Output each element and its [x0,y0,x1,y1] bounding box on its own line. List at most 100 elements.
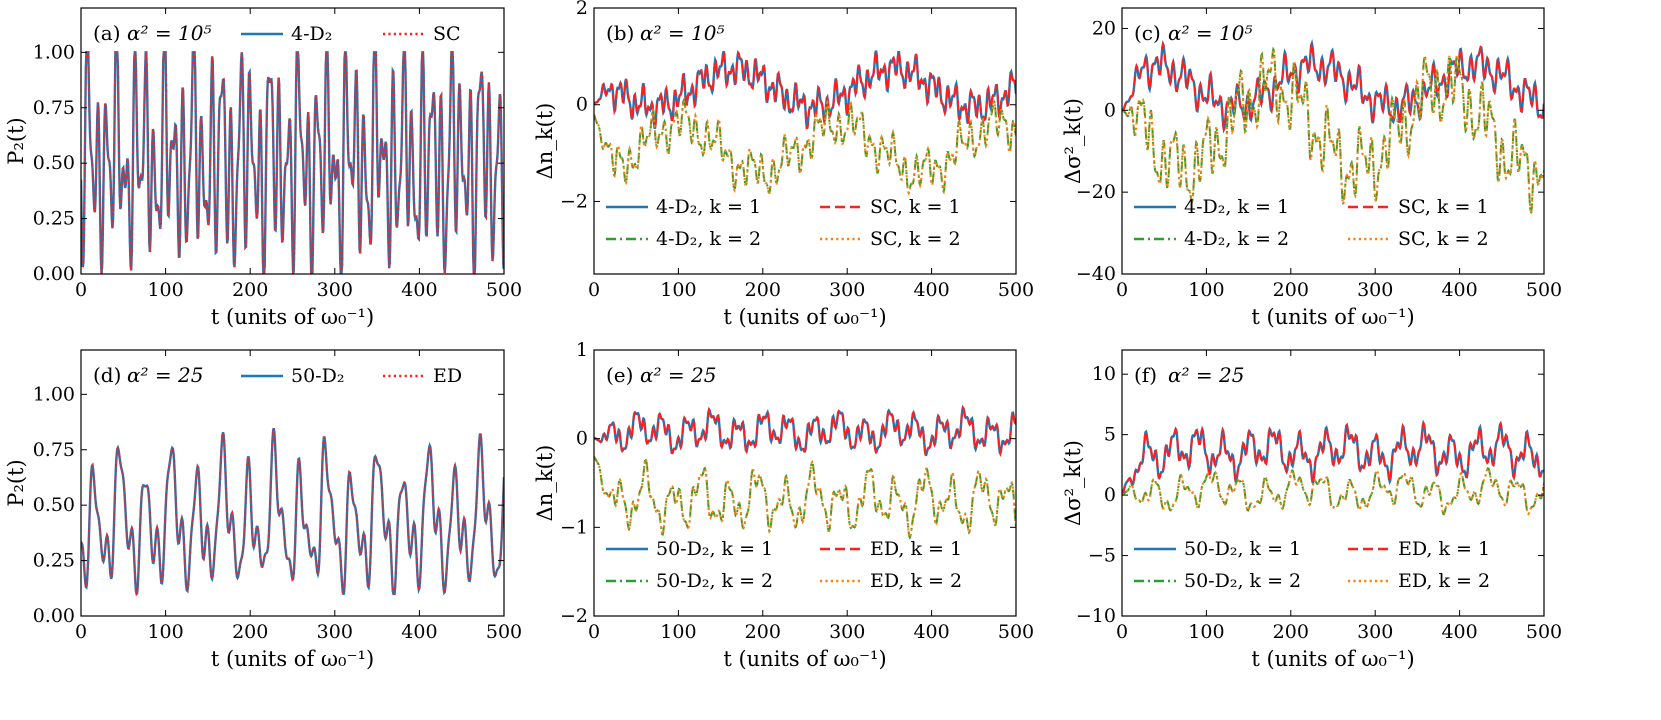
series-group [594,49,1016,196]
x-tick-label: 0 [588,621,600,643]
legend: 50-D₂, k = 1 ED, k = 1 50-D₂, k = 2 ED, k =… [1134,538,1490,592]
legend-entry: SC, k = 1 [870,196,961,218]
x-axis-label: t (units of ω₀⁻¹) [723,305,886,329]
series-line-4 [594,97,1016,196]
legend-entry: ED, k = 2 [870,570,962,592]
x-tick-label: 0 [588,279,600,301]
y-tick-label: 0 [576,428,588,450]
y-axis-label: Δn_k(t) [533,445,557,522]
x-tick-label: 500 [1526,279,1562,301]
legend: 4-D₂ SC [241,23,461,45]
y-tick-label: 1.00 [33,41,75,63]
panel-b: 0 100 200 300 400 500 −2 0 2 t (units of ω₀⁻¹) Δn_… [533,0,1034,329]
panel-label: (a) [93,21,121,45]
series-group [81,51,504,274]
y-tick-label: 5 [1104,424,1116,446]
series-line-2 [81,51,504,274]
series-group [1122,419,1544,516]
legend-entry: 50-D₂ [291,365,344,387]
panel-e: 0 100 200 300 400 500 −2 −1 0 1 t (units of ω₀⁻¹) Δ… [533,339,1034,671]
x-tick-label: 400 [401,279,437,301]
x-tick-label: 0 [1116,279,1128,301]
legend-entry: 50-D₂, k = 2 [656,570,773,592]
x-tick-label: 200 [1273,279,1309,301]
panel-a: 0 100 200 300 400 500 0.00 0.25 0.50 0.75 1.00 t (u… [4,7,522,329]
series-line-3 [594,455,1016,540]
series-group [1122,39,1544,217]
y-tick-label: 0 [576,94,588,116]
series-line-1 [81,427,504,597]
legend-entry: SC, k = 2 [870,228,961,250]
y-tick-label: −2 [560,605,588,627]
y-tick-label: 0.25 [33,550,75,572]
x-axis-label: t (units of ω₀⁻¹) [723,647,886,671]
x-tick-label: 400 [1441,621,1477,643]
y-axis-label: P₂(t) [4,117,28,164]
legend-entry: ED, k = 2 [1398,570,1490,592]
y-tick-label: −2 [560,190,588,212]
y-tick-label: 0.75 [33,439,75,461]
legend-entry: 4-D₂, k = 1 [656,196,761,218]
x-tick-label: 100 [660,621,696,643]
panel-label: (f) [1134,363,1157,387]
y-tick-label: 0.50 [33,152,75,174]
x-tick-label: 300 [829,279,865,301]
legend-entry: ED [433,365,462,387]
series-line-2 [594,405,1016,457]
x-tick-label: 200 [745,621,781,643]
legend-entry: 4-D₂ [291,23,332,45]
y-tick-label: 0.00 [33,263,75,285]
x-tick-label: 200 [745,279,781,301]
x-tick-label: 100 [147,621,183,643]
legend-entry: SC, k = 2 [1398,228,1489,250]
legend-entry: ED, k = 1 [1398,538,1490,560]
y-tick-label: 0 [1104,484,1116,506]
y-tick-label: 10 [1092,363,1116,385]
legend: 50-D₂ ED [241,365,462,387]
y-axis-label: Δσ²_k(t) [1061,98,1085,184]
x-tick-label: 300 [317,621,353,643]
y-tick-label: −10 [1076,605,1116,627]
x-tick-label: 500 [998,279,1034,301]
panel-label: (c) [1134,21,1161,45]
x-tick-label: 400 [913,621,949,643]
panel-parameter: α² = 25 [1168,363,1244,387]
x-tick-label: 300 [1357,279,1393,301]
y-tick-label: −20 [1076,181,1116,203]
axes-frame [593,7,1017,275]
panel-parameter: α² = 10⁵ [1168,21,1252,45]
axes-frame [80,349,505,617]
x-tick-label: 500 [1526,621,1562,643]
legend-entry: 50-D₂, k = 1 [656,538,773,560]
x-tick-label: 200 [232,279,268,301]
x-tick-label: 200 [1273,621,1309,643]
x-tick-label: 100 [1188,279,1224,301]
axes-frame [1121,349,1545,617]
y-tick-label: 1 [576,339,588,361]
y-tick-label: −1 [560,516,588,538]
legend-entry: SC [433,23,461,45]
y-tick-label: −40 [1076,263,1116,285]
x-tick-label: 300 [1357,621,1393,643]
series-line-4 [1122,467,1544,516]
legend: 50-D₂, k = 1 ED, k = 1 50-D₂, k = 2 ED, k =… [606,538,962,592]
x-tick-label: 0 [75,621,87,643]
legend: 4-D₂, k = 1 SC, k = 1 4-D₂, k = 2 SC, k = 2 [1134,196,1489,250]
x-tick-label: 400 [913,279,949,301]
x-tick-label: 500 [486,621,522,643]
y-axis-label: P₂(t) [4,459,28,506]
y-tick-label: 1.00 [33,383,75,405]
x-tick-label: 100 [1188,621,1224,643]
panel-parameter: α² = 25 [127,363,203,387]
series-line-1 [81,51,504,274]
series-line-2 [594,50,1016,130]
series-line-4 [594,455,1016,540]
y-tick-label: 0.50 [33,494,75,516]
x-tick-label: 200 [232,621,268,643]
x-tick-label: 0 [1116,621,1128,643]
axes-frame [593,349,1017,617]
axes-frame [80,7,505,275]
y-tick-label: 0.00 [33,605,75,627]
y-tick-label: 0.25 [33,208,75,230]
